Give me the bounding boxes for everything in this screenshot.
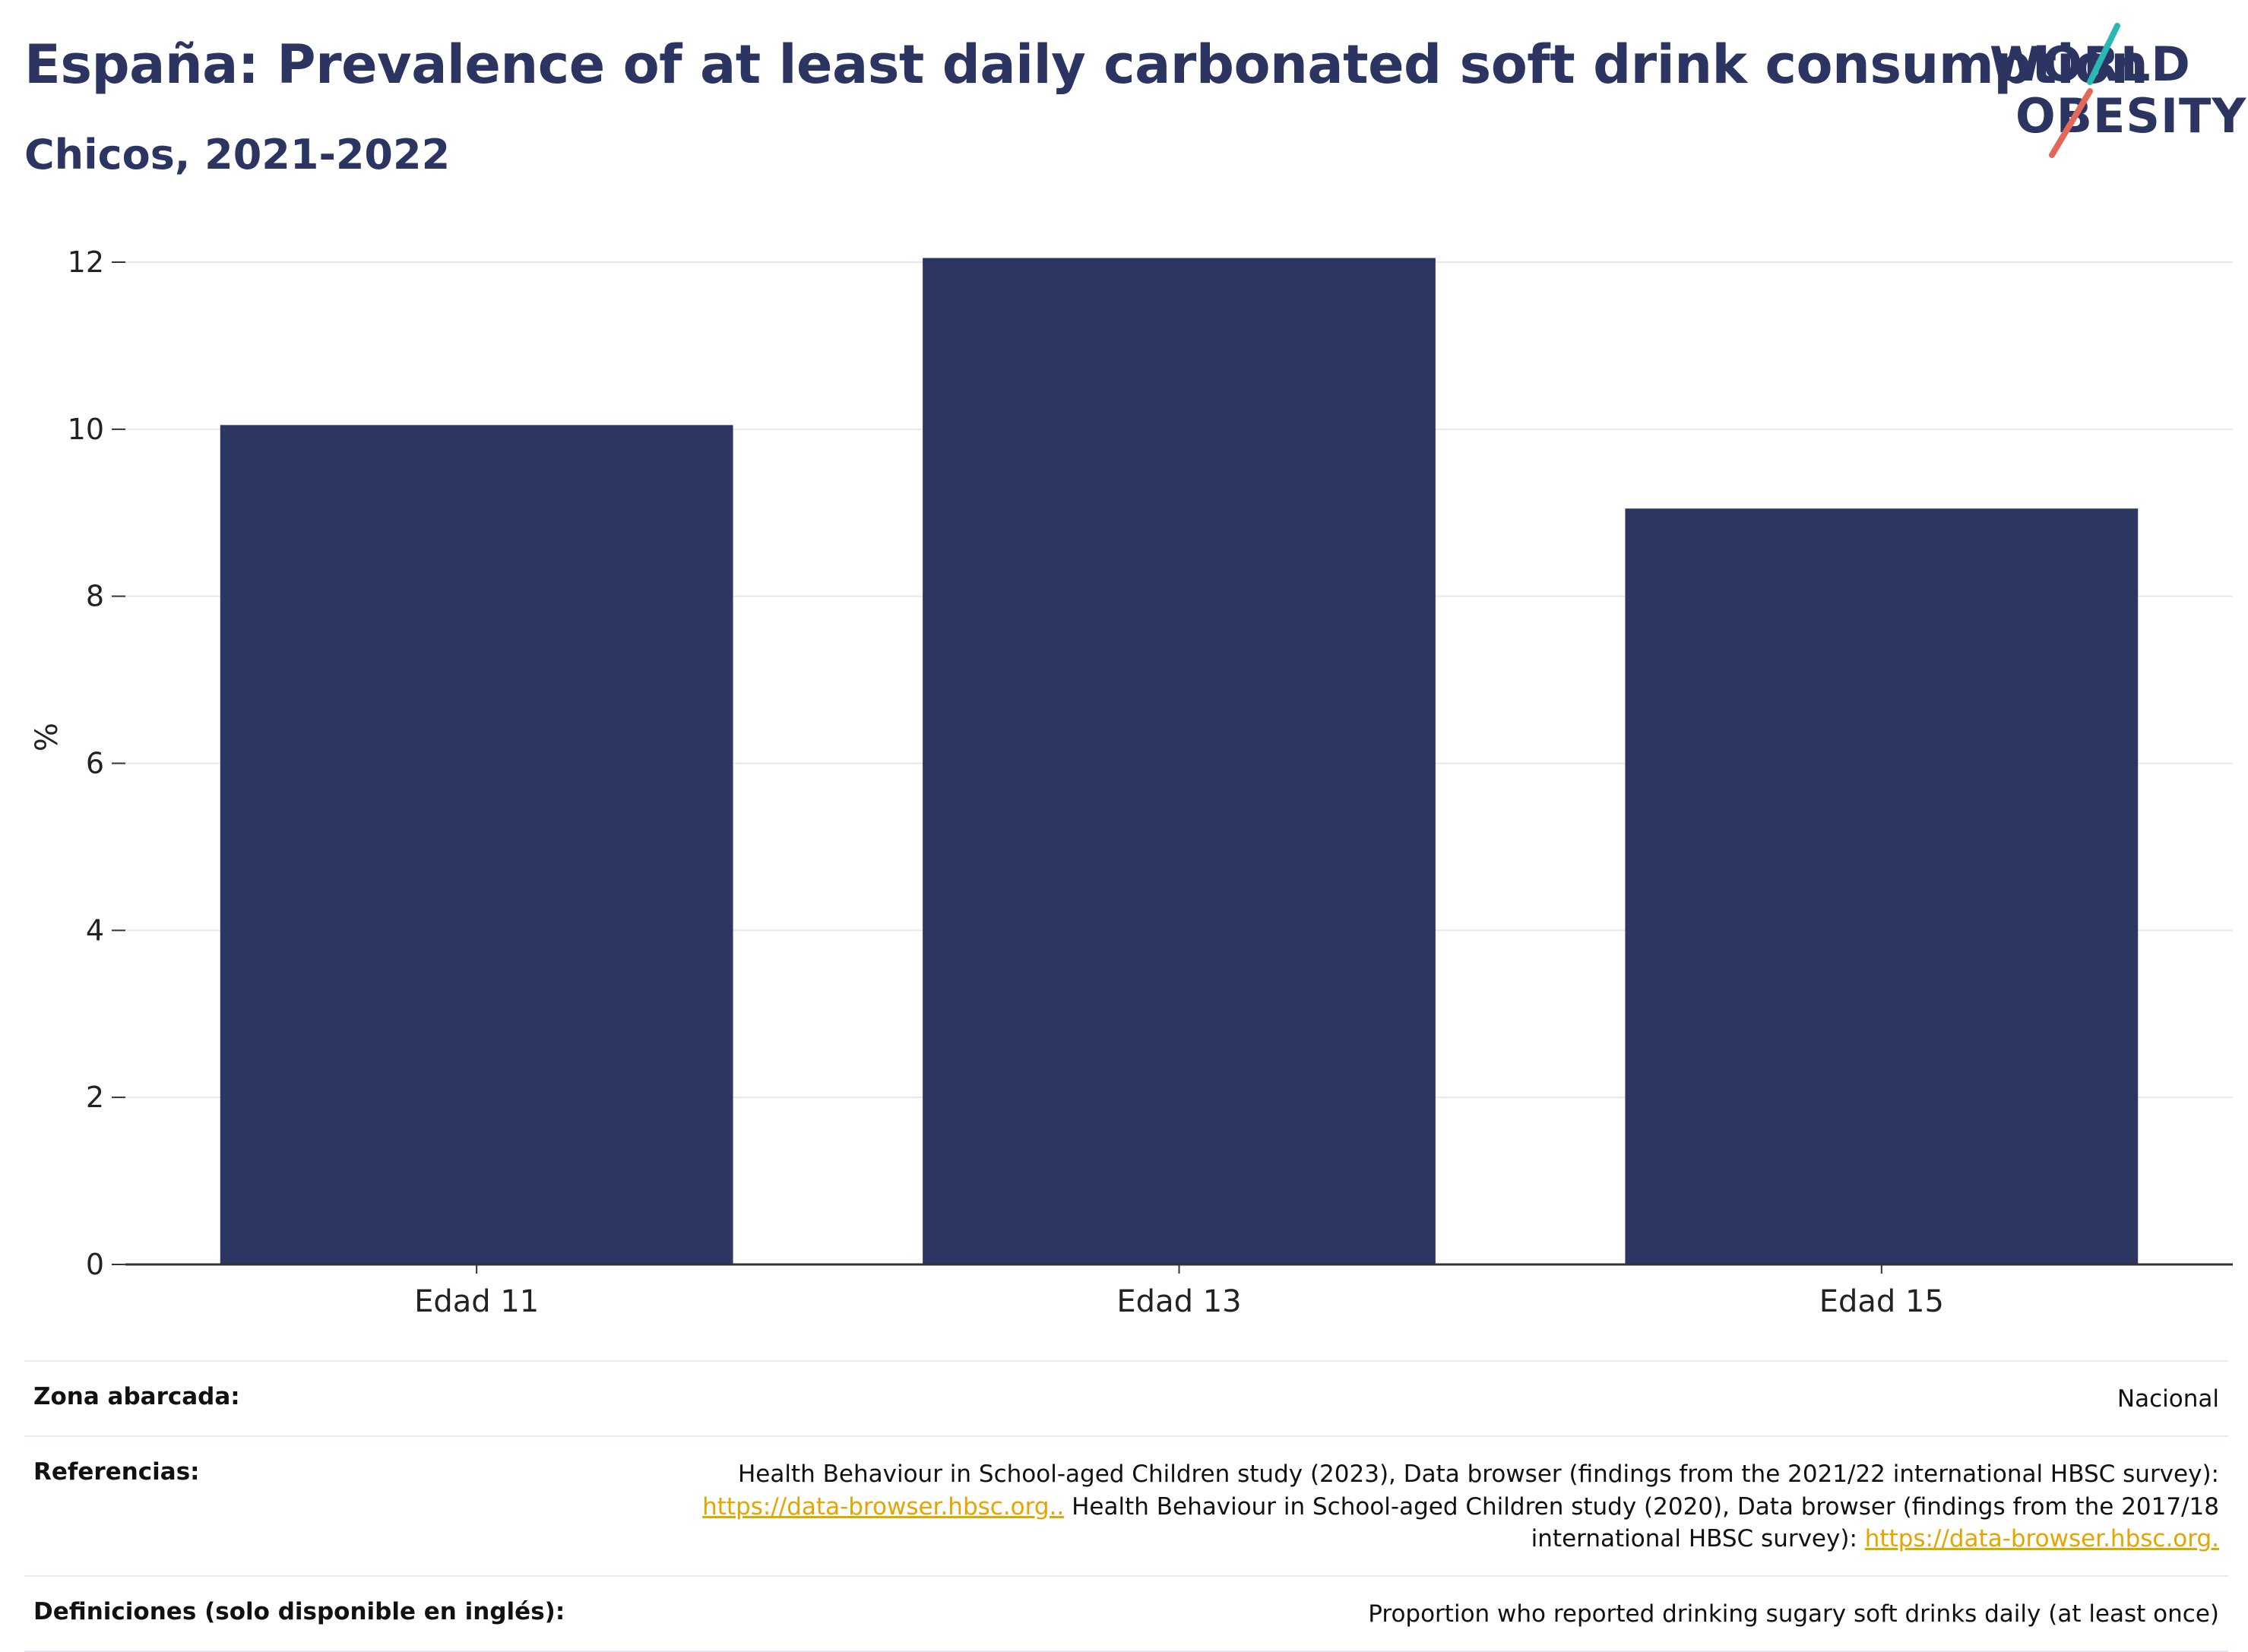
zona-value: Nacional <box>2117 1385 2219 1413</box>
bar <box>1625 508 2139 1264</box>
axes <box>125 1263 2233 1274</box>
bar <box>923 258 1436 1265</box>
x-tick-label: Edad 13 <box>1116 1284 1241 1319</box>
zona-label: Zona abarcada: <box>33 1383 240 1410</box>
y-tick-label: 6 <box>86 747 104 780</box>
x-tick-label: Edad 11 <box>414 1284 539 1319</box>
ref-link-1[interactable]: https://data-browser.hbsc.org.. <box>702 1492 1065 1521</box>
info-table: Zona abarcada: Nacional Referencias: Hea… <box>24 1360 2228 1652</box>
ref-link-2[interactable]: https://data-browser.hbsc.org. <box>1864 1525 2219 1553</box>
bar <box>220 425 733 1264</box>
y-tick-label: 10 <box>68 413 104 446</box>
world-obesity-logo: WORLD OBESITY <box>1976 21 2246 166</box>
referencias-value: Health Behaviour in School-aged Children… <box>702 1458 2219 1555</box>
x-tick-label: Edad 15 <box>1819 1284 1944 1319</box>
y-axis-label: % <box>30 722 65 752</box>
bars <box>220 258 2139 1265</box>
chart-title: España: Prevalence of at least daily car… <box>24 33 2148 96</box>
ref-text-3: international HBSC survey): <box>1531 1525 1865 1553</box>
info-row-definiciones: Definiciones (solo disponible en inglés)… <box>24 1575 2228 1652</box>
info-row-zona: Zona abarcada: Nacional <box>24 1360 2228 1435</box>
logo-slash-icon <box>2049 23 2120 158</box>
referencias-label: Referencias: <box>33 1457 200 1486</box>
definiciones-value: Proportion who reported drinking sugary … <box>1368 1600 2219 1628</box>
y-tick-label: 2 <box>86 1081 104 1114</box>
y-tick-label: 8 <box>86 580 104 613</box>
y-tick-label: 12 <box>68 245 104 279</box>
y-tick-label: 4 <box>86 913 104 947</box>
ref-text-1: Health Behaviour in School-aged Children… <box>738 1460 2219 1488</box>
logo-line-2: OBESITY <box>2015 88 2247 144</box>
ref-text-2: Health Behaviour in School-aged Children… <box>1064 1492 2219 1521</box>
tick-labels: 0 2 4 6 8 10 12 Edad 11 Edad 13 Edad 15 <box>68 245 1944 1319</box>
bar-chart: 0 2 4 6 8 10 12 Edad 11 Edad 13 Edad 15 <box>68 245 2233 1319</box>
info-row-referencias: Referencias: Health Behaviour in School-… <box>24 1435 2228 1575</box>
y-tick-label: 0 <box>86 1248 104 1281</box>
definiciones-label: Definiciones (solo disponible en inglés)… <box>33 1598 565 1626</box>
chart-subtitle: Chicos, 2021-2022 <box>24 131 451 179</box>
